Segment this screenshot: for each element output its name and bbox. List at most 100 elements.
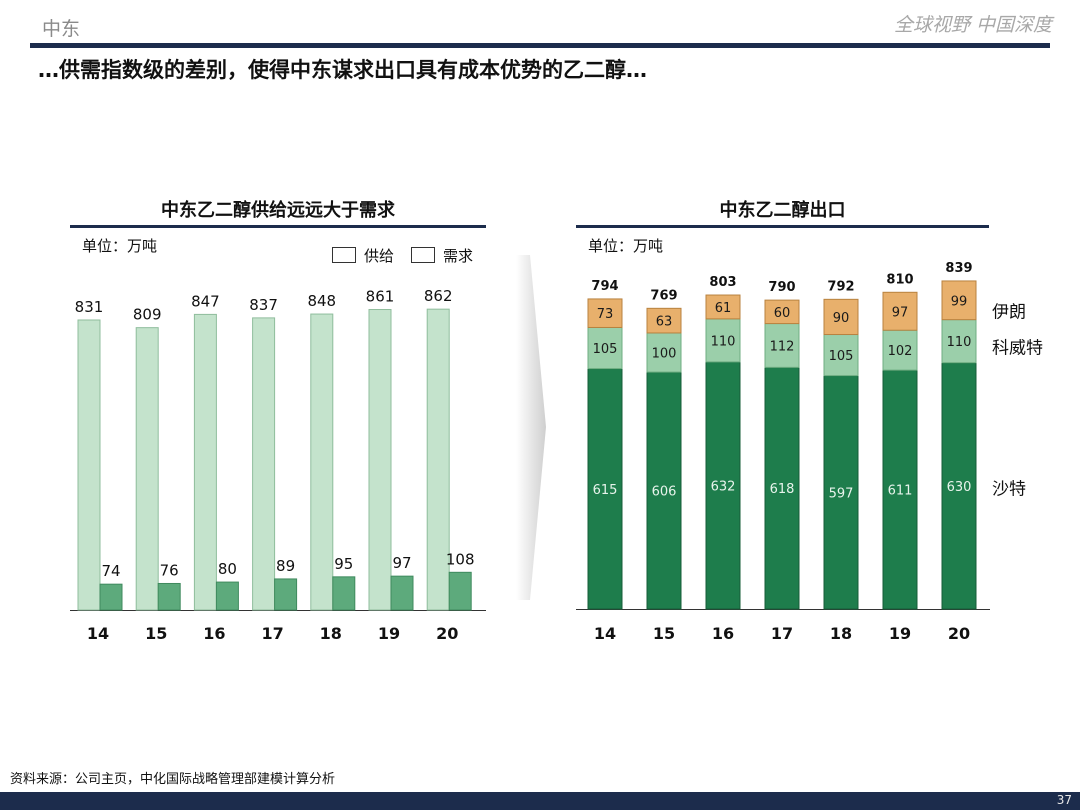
export-unit: 单位：万吨 (588, 237, 664, 255)
kuwait-segment (882, 329, 918, 371)
kuwait-value-label: 105 (593, 342, 618, 357)
kuwait-value-label: 110 (711, 334, 736, 349)
saudi-segment (587, 368, 623, 610)
supply-demand-title-rule (70, 225, 486, 228)
x-tick-label: 14 (594, 624, 616, 643)
iran-value-label: 73 (597, 307, 614, 322)
total-value-label: 794 (591, 279, 618, 294)
x-tick-label: 20 (948, 624, 970, 643)
x-tick-label: 18 (830, 624, 852, 643)
legend-demand-swatch (411, 247, 435, 263)
demand-value-label: 97 (392, 554, 411, 572)
supply-value-label: 861 (366, 288, 395, 306)
demand-value-label: 74 (101, 562, 120, 580)
source-note: 资料来源：公司主页，中化国际战略管理部建模计算分析 (10, 772, 336, 787)
saudi-value-label: 606 (652, 485, 677, 500)
iran-segment (587, 298, 623, 328)
iran-segment (941, 280, 977, 321)
saudi-value-label: 615 (593, 483, 618, 498)
demand-value-label: 89 (276, 557, 295, 575)
demand-bar (332, 576, 356, 611)
total-value-label: 792 (827, 279, 854, 294)
footer-bar (0, 792, 1080, 810)
saudi-value-label: 618 (770, 482, 795, 497)
total-value-label: 790 (768, 280, 795, 295)
header-rule (30, 43, 1050, 48)
iran-segment (882, 291, 918, 331)
supply-bar (252, 317, 276, 611)
saudi-segment (823, 375, 859, 610)
kuwait-value-label: 112 (770, 339, 795, 354)
iran-value-label: 61 (715, 301, 732, 316)
x-tick-label: 18 (320, 624, 342, 643)
x-tick-label: 15 (145, 624, 167, 643)
supply-value-label: 862 (424, 287, 453, 305)
saudi-value-label: 630 (947, 480, 972, 495)
saudi-segment (764, 366, 800, 610)
total-value-label: 803 (709, 275, 736, 290)
supply-bar (77, 319, 101, 611)
demand-bar (390, 575, 414, 611)
legend-iran-label: 伊朗 (992, 303, 1026, 323)
iran-value-label: 60 (774, 306, 791, 321)
saudi-segment (705, 361, 741, 610)
kuwait-value-label: 110 (947, 335, 972, 350)
export-title-rule (576, 225, 989, 228)
total-value-label: 810 (886, 272, 913, 287)
kuwait-value-label: 102 (888, 344, 913, 359)
iran-segment (705, 294, 741, 320)
x-tick-label: 20 (436, 624, 458, 643)
iran-value-label: 97 (892, 305, 909, 320)
demand-bar (448, 571, 472, 611)
demand-bar (274, 578, 298, 611)
slogan: 全球视野 中国深度 (893, 14, 1052, 36)
supply-demand-unit: 单位：万吨 (82, 237, 158, 255)
kuwait-segment (941, 319, 977, 364)
iran-value-label: 90 (833, 311, 850, 326)
x-tick-label: 15 (653, 624, 675, 643)
total-value-label: 839 (945, 261, 972, 276)
supply-value-label: 809 (133, 306, 162, 324)
supply-value-label: 831 (75, 298, 104, 316)
saudi-segment (646, 371, 682, 610)
page-headline: …供需指数级的差别，使得中东谋求出口具有成本优势的乙二醇… (38, 58, 647, 82)
demand-value-label: 95 (334, 555, 353, 573)
legend-saudi-label: 沙特 (992, 480, 1026, 500)
demand-value-label: 76 (160, 561, 179, 579)
demand-bar (99, 583, 123, 611)
page-number: 37 (1056, 793, 1072, 807)
supply-bar (368, 309, 392, 611)
x-tick-label: 19 (378, 624, 400, 643)
legend-supply-label: 供给 (364, 247, 395, 265)
x-tick-label: 16 (203, 624, 225, 643)
supply-bar (426, 308, 450, 611)
section-label: 中东 (42, 18, 81, 40)
x-tick-label: 17 (261, 624, 283, 643)
supply-value-label: 837 (249, 296, 278, 314)
legend-kuwait-label: 科威特 (992, 339, 1043, 359)
x-tick-label: 16 (712, 624, 734, 643)
transition-arrow-icon (516, 255, 546, 600)
saudi-value-label: 597 (829, 486, 854, 501)
demand-value-label: 108 (446, 550, 475, 568)
supply-bar (310, 313, 334, 611)
export-chart-title: 中东乙二醇出口 (719, 200, 846, 221)
demand-bar (157, 582, 181, 611)
iran-segment (764, 299, 800, 325)
kuwait-value-label: 100 (652, 347, 677, 362)
total-value-label: 769 (650, 288, 677, 303)
supply-bar (135, 327, 159, 611)
kuwait-value-label: 105 (829, 349, 854, 364)
iran-value-label: 63 (656, 315, 673, 330)
supply-demand-chart-title: 中东乙二醇供给远远大于需求 (161, 200, 395, 221)
demand-value-label: 80 (218, 560, 237, 578)
saudi-segment (882, 369, 918, 610)
supply-value-label: 848 (307, 292, 336, 310)
saudi-segment (941, 362, 977, 610)
demand-bar (215, 581, 239, 611)
kuwait-segment (705, 318, 741, 363)
x-tick-label: 14 (87, 624, 109, 643)
kuwait-segment (646, 332, 682, 373)
